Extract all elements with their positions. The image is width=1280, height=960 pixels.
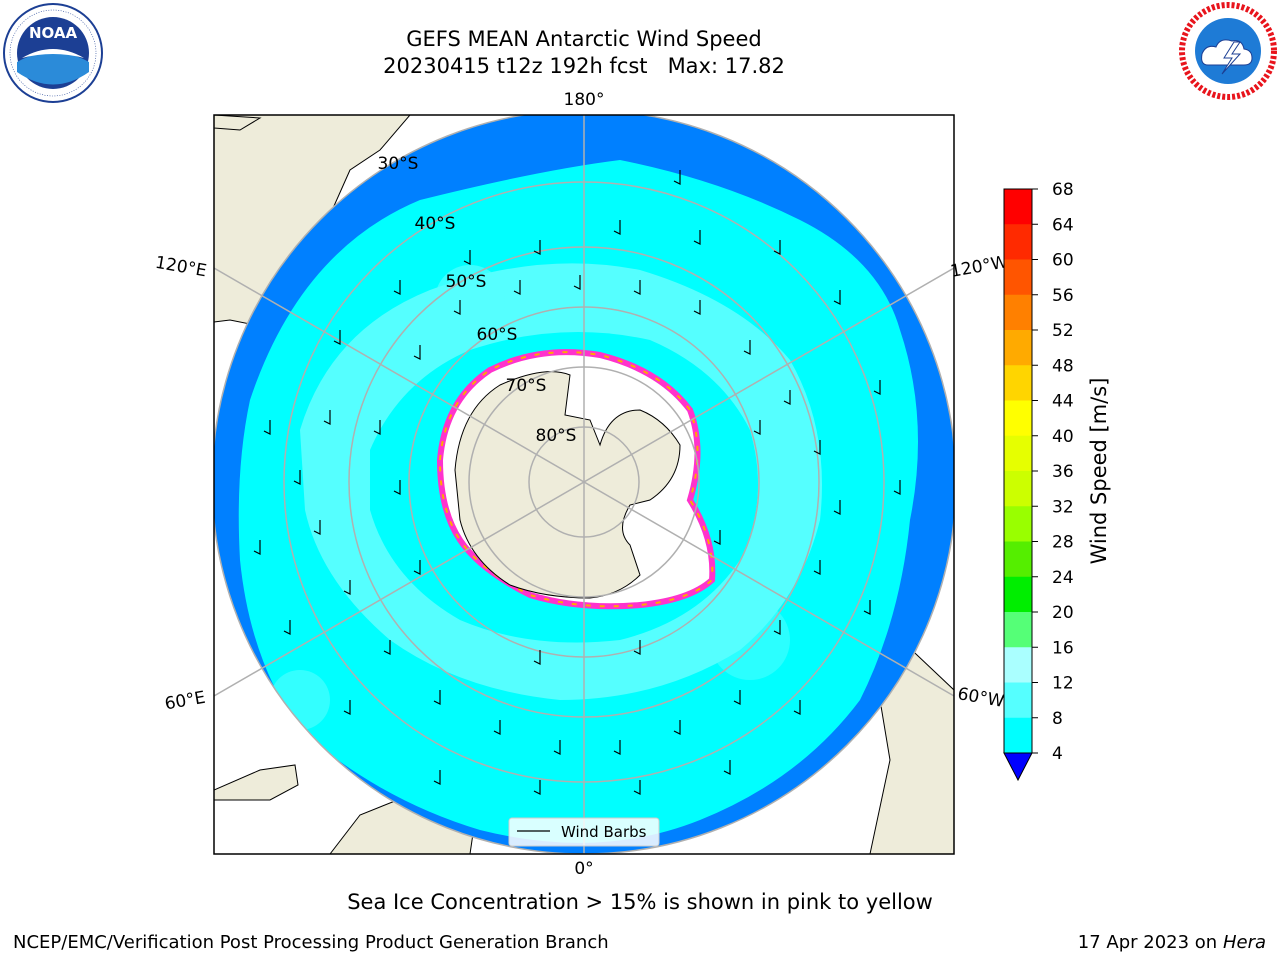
colorbar-segment [1004, 682, 1032, 719]
colorbar-segment [1004, 647, 1032, 683]
colorbar-tick-label: 40 [1052, 427, 1074, 447]
lat-label-50s: 50°S [446, 272, 487, 292]
colorbar-segment [1004, 471, 1032, 507]
colorbar-segment [1004, 506, 1032, 542]
colorbar-tick-label: 12 [1052, 674, 1074, 694]
lat-label-60s: 60°S [477, 325, 518, 345]
nws-logo-icon [1179, 2, 1277, 100]
madagascar-land [214, 764, 299, 801]
lon-label-60w: 60°W [956, 684, 1006, 712]
colorbar-segment [1004, 576, 1032, 613]
colorbar-tick-label: 28 [1052, 533, 1074, 553]
noaa-logo-text: NOAA [29, 24, 78, 42]
longitude-gridlines [214, 115, 954, 854]
colorbar-segment [1004, 612, 1032, 648]
lon-label-60e: 60°E [163, 688, 207, 715]
footer-branch: NCEP/EMC/Verification Post Processing Pr… [13, 932, 609, 953]
colorbar-tick-label: 56 [1052, 286, 1074, 306]
colorbar: 68 64 60 56 52 48 44 40 36 32 28 24 20 16 12 8 4 Wind Sp… [1003, 180, 1111, 782]
africa-top-left [214, 115, 262, 131]
colorbar-tick-label: 20 [1052, 603, 1074, 623]
footer-machine: Hera [1222, 932, 1266, 953]
colorbar-segment [1004, 365, 1032, 401]
colorbar-tick-label: 60 [1052, 251, 1074, 271]
lat-label-40s: 40°S [415, 214, 456, 234]
colorbar-segment [1004, 717, 1032, 754]
colorbar-tick-label: 48 [1052, 356, 1074, 376]
chart-title-line2: 20230415 t12z 192h fcst Max: 17.82 [383, 54, 785, 78]
colorbar-segment [1004, 400, 1032, 437]
colorbar-tick-label: 36 [1052, 462, 1074, 482]
colorbar-tick-label: 32 [1052, 497, 1074, 517]
colorbar-segment [1004, 259, 1032, 296]
footer-date-text: 17 Apr 2023 on [1077, 932, 1218, 953]
lat-label-70s: 70°S [506, 376, 547, 396]
colorbar-tick-label: 16 [1052, 638, 1074, 658]
colorbar-segment [1004, 294, 1032, 331]
colorbar-tick-label: 52 [1052, 321, 1074, 341]
antarctica-land [454, 371, 681, 599]
footer-date: 17 Apr 2023 on Hera [1078, 932, 1266, 953]
sea-ice-caption: Sea Ice Concentration > 15% is shown in … [347, 890, 933, 914]
noaa-logo-icon: NOAA [3, 3, 103, 103]
lon-label-120w: 120°W [949, 252, 1010, 282]
colorbar-label: Wind Speed [m/s] [1087, 378, 1111, 565]
colorbar-segment [1004, 541, 1032, 578]
colorbar-tick-label: 64 [1052, 215, 1074, 235]
lon-label-180: 180° [564, 90, 605, 110]
colorbar-tick-label: 68 [1052, 180, 1074, 200]
legend-label: Wind Barbs [561, 823, 647, 841]
colorbar-extend-arrow [1003, 752, 1033, 782]
colorbar-segment [1004, 189, 1032, 225]
colorbar-segment [1004, 435, 1032, 472]
lon-label-120e: 120°E [154, 253, 208, 282]
lon-label-0: 0° [574, 859, 593, 879]
colorbar-tick-label: 4 [1052, 744, 1063, 764]
wind-barbs [253, 170, 901, 795]
colorbar-tick-label: 24 [1052, 568, 1074, 588]
colorbar-segment [1004, 224, 1032, 260]
lat-label-80s: 80°S [536, 426, 577, 446]
chart-title-line1: GEFS MEAN Antarctic Wind Speed [406, 27, 762, 51]
map-legend: Wind Barbs [508, 817, 660, 847]
colorbar-segment [1004, 330, 1032, 366]
colorbar-tick-label: 44 [1052, 392, 1074, 412]
lat-label-30s: 30°S [378, 154, 419, 174]
colorbar-tick-label: 8 [1052, 709, 1063, 729]
